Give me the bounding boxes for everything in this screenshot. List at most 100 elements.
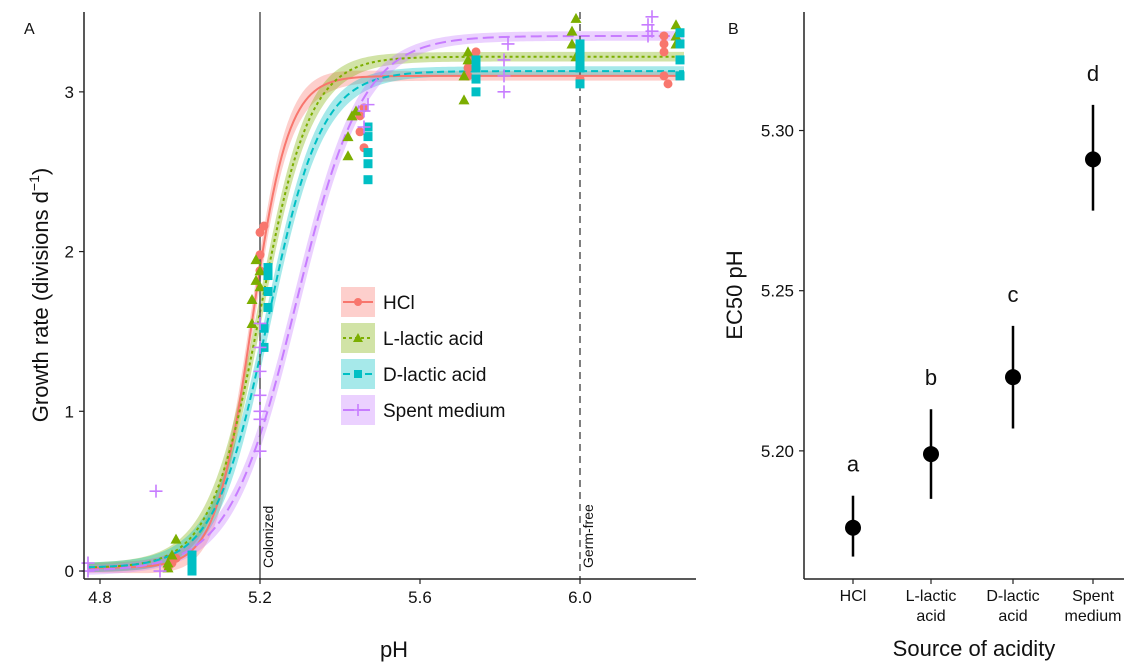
reference-line-label-1: Germ-free	[580, 504, 596, 568]
y-tick-label: 3	[65, 83, 74, 102]
data-point	[187, 566, 197, 576]
panel-a-y-axis-title: Growth rate (divisions d−1)	[26, 168, 53, 422]
legend-label-0: HCl	[383, 293, 415, 314]
panel-a-axes: 0 1 2 3 4.8 5.2 5.6 6.0	[65, 12, 696, 607]
data-point	[363, 175, 373, 185]
panel-a-legend: HCl L-lactic acid D-lactic acid Spent mediu…	[341, 287, 506, 425]
data-point	[363, 159, 373, 169]
group-letter: b	[925, 365, 937, 390]
data-point	[462, 46, 474, 57]
data-point	[153, 564, 167, 578]
panel-a-growth-rate-plot: A Colonized Germ-free 0 1 2 3 4.8 5.2 5.6 6.0 HC…	[24, 10, 696, 662]
data-point	[471, 87, 481, 97]
panel-b-ec50-plot: B 5.20 5.25 5.30 HCl L-lactic acid D-lactic aci…	[722, 12, 1124, 661]
y-tick-label: 0	[65, 562, 74, 581]
legend-label-3: Spent medium	[383, 401, 506, 422]
confidence-band-0	[88, 70, 684, 574]
x-tick-label: 6.0	[568, 588, 592, 607]
panel-a-label: A	[24, 21, 35, 38]
reference-line-label-0: Colonized	[260, 506, 276, 568]
data-point	[663, 79, 673, 89]
panel-a-confidence-bands	[88, 31, 684, 575]
data-point	[263, 302, 273, 312]
fitted-curve-3	[87, 34, 685, 571]
y-tick-label: 5.20	[761, 442, 794, 461]
data-point	[462, 54, 474, 65]
fitted-curve-2	[87, 70, 684, 569]
x-tick-label: acid	[998, 608, 1027, 625]
legend-marker-2	[354, 370, 362, 378]
data-point	[357, 120, 371, 134]
data-point	[471, 74, 481, 84]
y-tick-label: 2	[65, 243, 74, 262]
data-point	[575, 39, 585, 49]
x-tick-label: 5.2	[248, 588, 272, 607]
panel-b-y-axis-title: EC50 pH	[722, 250, 747, 339]
data-point	[246, 317, 258, 328]
data-point	[458, 94, 470, 105]
panel-b-axes: 5.20 5.25 5.30 HCl L-lactic acid D-lactic acid S…	[761, 12, 1124, 625]
data-point	[575, 79, 585, 89]
data-point	[254, 281, 266, 292]
data-point	[659, 31, 669, 41]
data-point	[497, 53, 511, 67]
legend-marker-0	[354, 298, 362, 306]
estimate-point	[1085, 151, 1101, 168]
data-point	[471, 47, 481, 57]
data-point	[463, 63, 473, 73]
x-tick-label: medium	[1065, 608, 1122, 625]
x-tick-label: D-lactic	[986, 588, 1039, 605]
data-point	[342, 150, 354, 161]
x-tick-label: acid	[916, 608, 945, 625]
data-point	[670, 19, 682, 30]
data-point	[363, 148, 373, 158]
data-point	[259, 221, 269, 231]
data-point	[570, 12, 582, 23]
data-point	[645, 24, 659, 38]
confidence-band-2	[88, 66, 684, 573]
data-point	[187, 550, 197, 560]
y-tick-label: 1	[65, 402, 74, 421]
data-point	[342, 131, 354, 142]
y-axis-title-close: )	[28, 168, 53, 175]
data-point	[659, 39, 669, 49]
y-axis-title-main: Growth rate (divisions d	[28, 191, 53, 422]
panel-b-x-axis-title: Source of acidity	[893, 636, 1056, 661]
data-point	[350, 105, 362, 116]
panel-a-fitted-curves	[87, 34, 685, 571]
data-point	[659, 47, 669, 57]
data-point	[263, 263, 273, 273]
data-point	[566, 38, 578, 49]
y-axis-title-superscript: −1	[26, 175, 42, 191]
data-point	[566, 25, 578, 36]
estimate-point	[923, 446, 939, 463]
data-point	[246, 293, 258, 304]
panel-b-estimates: a b c d	[845, 61, 1101, 557]
data-point	[355, 127, 365, 137]
data-point	[253, 316, 267, 330]
data-point	[170, 533, 182, 544]
legend-marker-1	[353, 333, 363, 342]
data-point	[497, 85, 511, 99]
data-point	[471, 63, 481, 73]
data-point	[187, 558, 197, 568]
data-point	[501, 37, 515, 51]
data-point	[575, 55, 585, 65]
data-point	[250, 274, 262, 285]
estimate-point	[845, 519, 861, 536]
data-point	[253, 364, 267, 378]
data-point	[659, 71, 669, 81]
data-point	[471, 55, 481, 65]
data-point	[250, 254, 262, 265]
data-point	[675, 28, 685, 38]
data-point	[166, 549, 178, 560]
data-point	[675, 39, 685, 49]
data-point	[497, 69, 511, 83]
legend-label-2: D-lactic acid	[383, 365, 486, 386]
data-point	[675, 55, 685, 65]
y-tick-label: 5.25	[761, 282, 794, 301]
data-point	[263, 287, 273, 297]
y-tick-label: 5.30	[761, 122, 794, 141]
x-tick-label: 4.8	[88, 588, 112, 607]
